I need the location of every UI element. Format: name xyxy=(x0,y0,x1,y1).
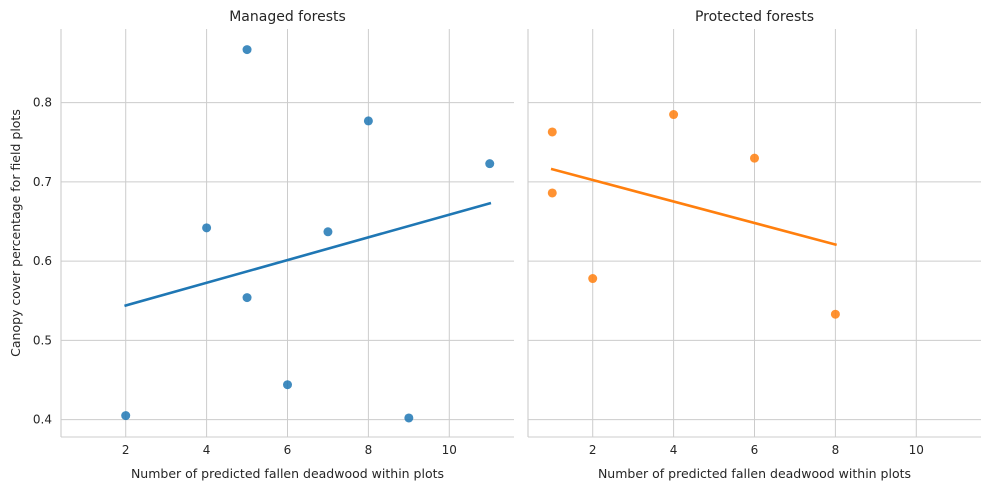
y-axis-label: Canopy cover percentage for field plots xyxy=(8,109,23,357)
x-tick-label: 6 xyxy=(284,443,292,457)
y-tick-label: 0.6 xyxy=(33,254,52,268)
data-point xyxy=(242,293,252,303)
data-point xyxy=(830,309,840,319)
x-tick-label: 6 xyxy=(751,443,759,457)
data-point xyxy=(547,188,557,198)
regression-line xyxy=(550,167,837,247)
y-tick-label: 0.7 xyxy=(33,175,52,189)
x-tick-label: 4 xyxy=(203,443,211,457)
x-tick-label: 8 xyxy=(832,443,840,457)
y-tick-label: 0.4 xyxy=(33,413,52,427)
data-point xyxy=(404,413,414,423)
panel-protected-forests: 2 4 6 8 10 Protected forests Number of predict… xyxy=(527,9,981,481)
panel-title: Managed forests xyxy=(229,9,346,25)
x-axis-label: Number of predicted fallen deadwood with… xyxy=(598,466,911,481)
y-tick-label: 0.8 xyxy=(33,96,52,110)
data-point xyxy=(485,159,495,169)
x-tick-label: 8 xyxy=(365,443,373,457)
data-point xyxy=(283,380,292,390)
x-tick-label: 2 xyxy=(122,443,130,457)
x-tick-label: 10 xyxy=(442,443,457,457)
data-point xyxy=(547,127,557,137)
data-point xyxy=(363,116,373,126)
y-tick-label: 0.5 xyxy=(33,333,52,347)
x-axis-label: Number of predicted fallen deadwood with… xyxy=(131,466,444,481)
data-point xyxy=(669,110,679,120)
data-point xyxy=(588,274,598,284)
data-point xyxy=(242,45,252,55)
x-tick-label: 2 xyxy=(589,443,597,457)
panel-managed-forests: 2 4 6 8 10 0.4 0.5 0.6 0.7 0.8 Managed forests Numb… xyxy=(8,9,514,481)
x-tick-label: 10 xyxy=(909,443,924,457)
data-point xyxy=(750,153,759,163)
data-point xyxy=(202,223,212,233)
panel-title: Protected forests xyxy=(695,9,814,25)
data-point xyxy=(323,227,333,237)
x-tick-label: 4 xyxy=(670,443,678,457)
regression-line xyxy=(124,201,492,308)
data-point xyxy=(121,411,131,421)
